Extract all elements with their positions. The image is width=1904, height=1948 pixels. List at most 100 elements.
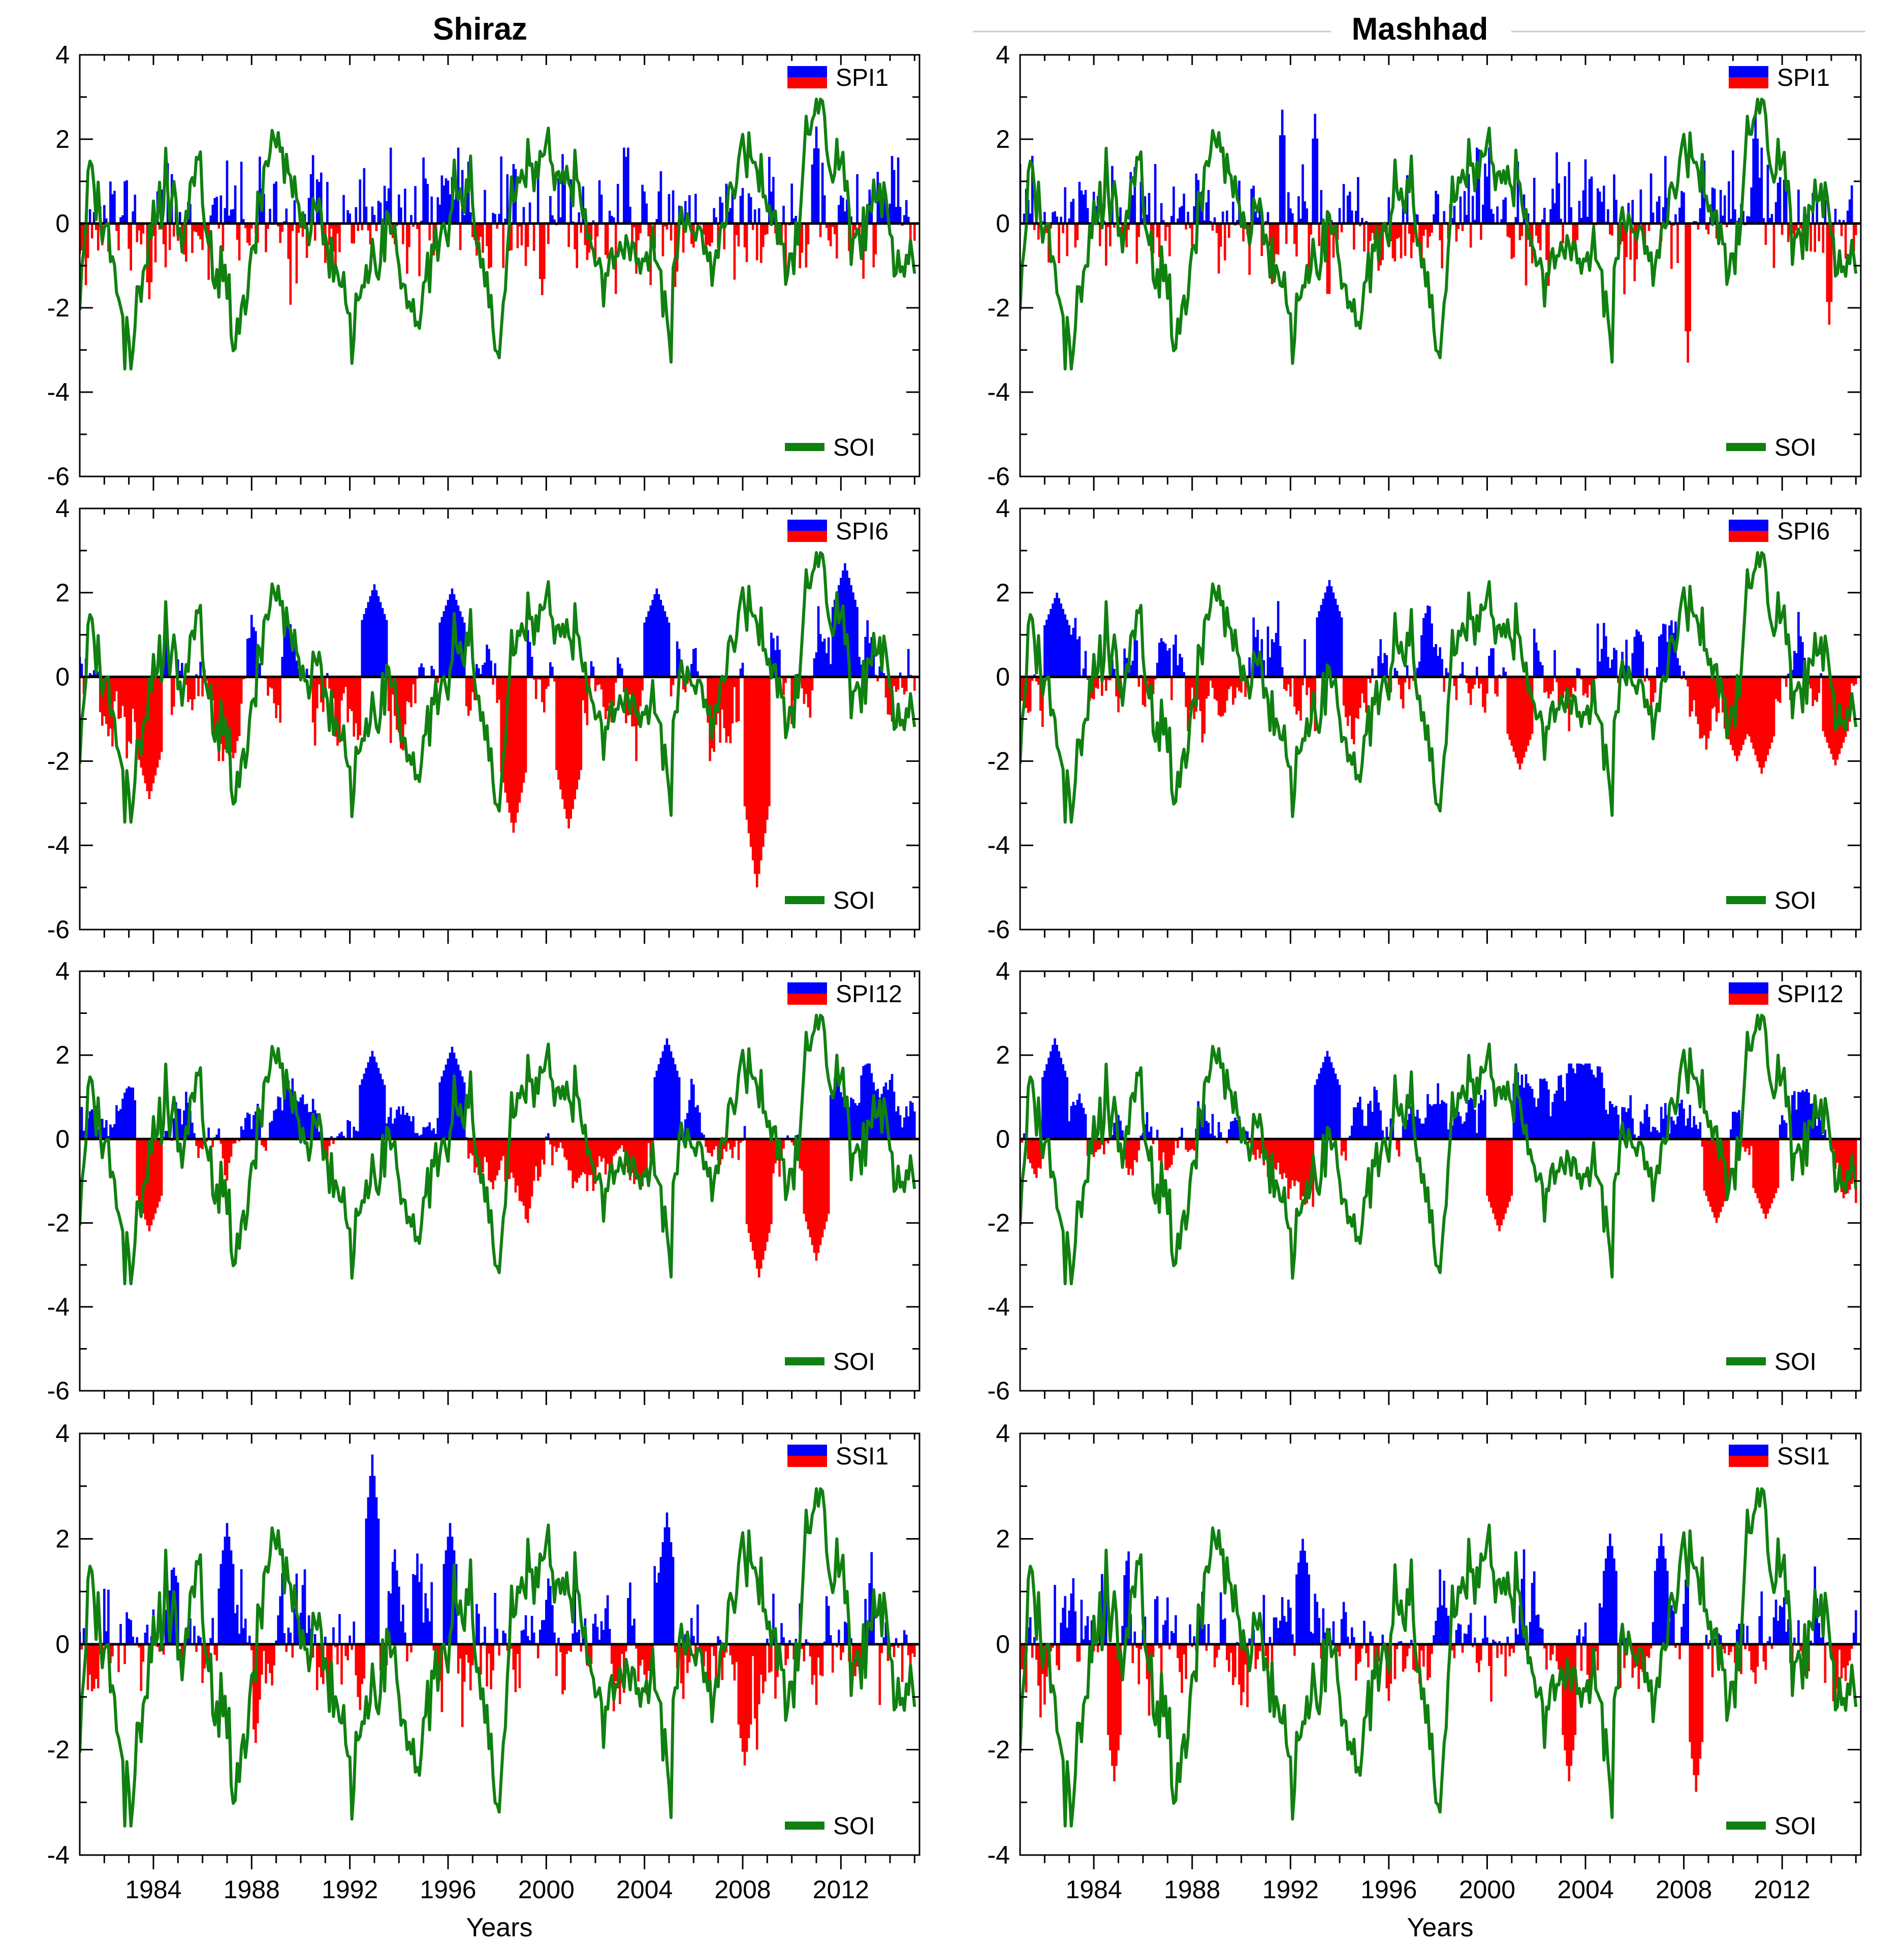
bar-positive-mashhad-spi1 <box>1656 201 1659 223</box>
bar-positive-mashhad-ssi1 <box>1125 1560 1128 1644</box>
bar-negative-shiraz-spi1 <box>281 223 284 232</box>
bar-positive-shiraz-spi12 <box>663 1044 667 1139</box>
bar-negative-shiraz-spi1 <box>709 223 711 246</box>
bar-negative-mashhad-spi6 <box>1494 677 1497 694</box>
bar-positive-mashhad-spi1 <box>1187 211 1189 223</box>
bar-positive-mashhad-spi6 <box>1578 668 1581 677</box>
bar-negative-shiraz-spi6 <box>152 677 155 784</box>
bar-positive-shiraz-ssi1 <box>105 1631 108 1644</box>
bar-negative-shiraz-spi6 <box>588 677 591 693</box>
y-tick-label-shiraz-spi6: -6 <box>47 915 70 944</box>
bar-negative-shiraz-spi6 <box>315 677 319 709</box>
bar-positive-shiraz-spi1 <box>189 204 192 223</box>
bar-positive-mashhad-spi6 <box>1175 634 1177 677</box>
bar-negative-shiraz-spi6 <box>538 677 542 680</box>
bar-negative-mashhad-spi6 <box>1039 677 1042 711</box>
bar-negative-shiraz-ssi1 <box>713 1644 715 1656</box>
bar-negative-mashhad-ssi1 <box>1393 1644 1397 1679</box>
bar-negative-mashhad-spi12 <box>1306 1139 1308 1204</box>
bar-positive-shiraz-spi1 <box>559 217 562 223</box>
bar-negative-mashhad-spi6 <box>1512 677 1515 752</box>
bar-positive-mashhad-spi12 <box>1570 1063 1573 1139</box>
bar-positive-mashhad-spi6 <box>1576 667 1579 677</box>
bar-positive-mashhad-spi6 <box>1678 665 1681 677</box>
bar-positive-mashhad-spi1 <box>1365 220 1368 223</box>
bar-positive-mashhad-spi12 <box>1056 1044 1058 1139</box>
bar-negative-mashhad-spi1 <box>1539 223 1542 250</box>
soi-line-mashhad-spi12 <box>1020 1013 1858 1286</box>
bar-negative-mashhad-spi1 <box>1412 223 1415 243</box>
bar-positive-mashhad-spi6 <box>1168 648 1171 677</box>
bar-negative-mashhad-spi6 <box>1711 677 1714 709</box>
bar-negative-mashhad-spi6 <box>1586 677 1589 698</box>
bar-positive-mashhad-spi6 <box>1541 665 1544 677</box>
bar-positive-mashhad-spi1 <box>1680 191 1683 223</box>
bar-positive-shiraz-ssi1 <box>823 1641 826 1644</box>
bar-positive-mashhad-ssi1 <box>1772 1617 1775 1644</box>
bar-positive-mashhad-spi6 <box>1074 618 1077 677</box>
bar-negative-shiraz-ssi1 <box>612 1644 615 1711</box>
y-tick-label-mashhad-spi12: 4 <box>996 957 1010 985</box>
bar-negative-mashhad-spi6 <box>1297 677 1300 711</box>
bar-positive-mashhad-ssi1 <box>1162 1624 1165 1644</box>
bar-positive-shiraz-spi12 <box>299 1097 302 1139</box>
bar-positive-mashhad-ssi1 <box>1736 1630 1738 1644</box>
bar-positive-shiraz-spi12 <box>82 1131 85 1139</box>
bar-positive-shiraz-ssi1 <box>395 1570 398 1644</box>
bar-positive-shiraz-ssi1 <box>805 1639 808 1644</box>
bar-positive-mashhad-ssi1 <box>1340 1619 1343 1644</box>
bar-positive-mashhad-spi12 <box>1652 1127 1655 1139</box>
bar-negative-mashhad-ssi1 <box>1556 1644 1558 1662</box>
bar-positive-shiraz-spi12 <box>244 1117 247 1139</box>
bar-negative-shiraz-spi6 <box>226 677 229 731</box>
bar-positive-shiraz-spi1 <box>348 213 351 223</box>
bar-negative-mashhad-spi1 <box>1211 223 1214 231</box>
bar-negative-shiraz-spi6 <box>275 677 277 718</box>
bar-positive-mashhad-spi12 <box>1041 1077 1044 1139</box>
bar-positive-mashhad-spi12 <box>1734 1111 1736 1139</box>
bar-positive-mashhad-spi1 <box>1181 206 1183 223</box>
bar-negative-mashhad-spi6 <box>1137 677 1140 687</box>
bar-negative-shiraz-spi12 <box>234 1139 237 1143</box>
bar-positive-mashhad-spi12 <box>1695 1125 1698 1139</box>
bar-positive-mashhad-spi12 <box>1119 1121 1122 1139</box>
bar-positive-mashhad-spi12 <box>1338 1084 1341 1139</box>
bar-negative-shiraz-spi6 <box>596 677 599 685</box>
bar-negative-shiraz-spi1 <box>207 223 210 280</box>
bar-negative-shiraz-spi6 <box>160 677 163 752</box>
bar-positive-shiraz-ssi1 <box>864 1599 867 1644</box>
bar-positive-mashhad-spi12 <box>1455 1108 1458 1139</box>
bar-negative-shiraz-spi6 <box>725 677 728 743</box>
bar-positive-shiraz-spi12 <box>833 1078 836 1139</box>
bar-positive-shiraz-spi1 <box>768 156 771 223</box>
bar-negative-mashhad-spi6 <box>1353 677 1355 745</box>
bar-positive-shiraz-spi1 <box>224 208 227 223</box>
bar-negative-shiraz-ssi1 <box>361 1644 364 1684</box>
bar-negative-mashhad-spi6 <box>1846 677 1849 731</box>
bar-positive-mashhad-spi6 <box>1262 660 1265 677</box>
bar-negative-shiraz-spi6 <box>406 677 408 701</box>
y-tick-label-shiraz-spi6: 2 <box>55 579 70 607</box>
bar-negative-mashhad-ssi1 <box>1135 1644 1138 1648</box>
bar-positive-shiraz-spi6 <box>291 635 294 677</box>
bar-negative-mashhad-spi12 <box>1721 1139 1724 1207</box>
bar-positive-shiraz-ssi1 <box>275 1640 277 1644</box>
bar-negative-shiraz-spi12 <box>619 1139 621 1148</box>
bar-negative-shiraz-spi6 <box>801 677 804 689</box>
bar-negative-mashhad-spi1 <box>1363 223 1366 252</box>
bar-positive-mashhad-spi6 <box>1611 659 1613 677</box>
bar-positive-shiraz-spi12 <box>797 1134 800 1139</box>
bar-positive-mashhad-ssi1 <box>1435 1620 1437 1644</box>
bar-positive-mashhad-spi1 <box>1348 191 1351 223</box>
bar-positive-mashhad-spi1 <box>1484 164 1486 223</box>
bar-negative-mashhad-spi6 <box>1572 677 1575 688</box>
bar-positive-mashhad-spi1 <box>1750 187 1753 223</box>
legend-label-mashhad-ssi1: SSI1 <box>1777 1443 1830 1470</box>
bar-positive-shiraz-spi6 <box>872 654 875 677</box>
bar-negative-shiraz-spi12 <box>596 1139 599 1167</box>
bar-negative-mashhad-spi6 <box>1225 677 1228 701</box>
bar-negative-shiraz-spi1 <box>152 223 155 236</box>
bar-positive-mashhad-ssi1 <box>1248 1638 1251 1644</box>
bar-positive-mashhad-spi1 <box>1756 138 1759 223</box>
bar-negative-mashhad-spi6 <box>1232 677 1234 705</box>
